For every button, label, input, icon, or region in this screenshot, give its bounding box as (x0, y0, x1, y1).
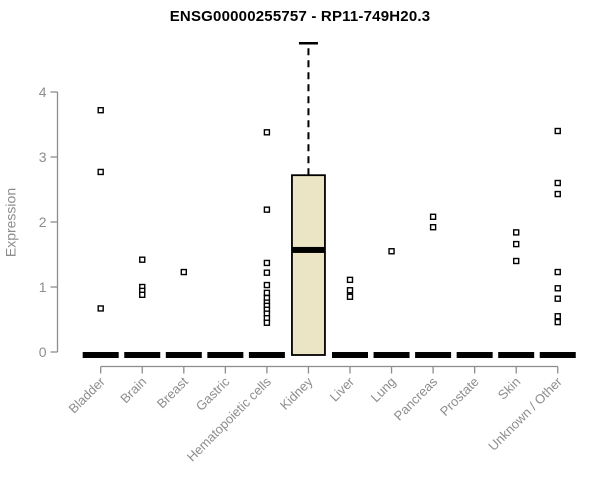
outlier-point (388, 248, 395, 255)
outlier-point (513, 240, 520, 248)
outlier-point (346, 287, 354, 294)
outlier-point (346, 276, 354, 284)
y-tick-label: 3 (39, 149, 47, 165)
y-tick-label: 4 (39, 84, 47, 100)
x-category-label: Brain (117, 374, 149, 406)
box-median-line (291, 246, 325, 253)
x-category-label: Breast (154, 374, 191, 411)
outlier-point (513, 229, 520, 236)
x-category-label: Pancreas (391, 374, 441, 424)
outlier-point (513, 257, 520, 265)
outlier-point (554, 318, 561, 326)
y-tick-label: 1 (39, 279, 47, 295)
collapsed-boxplot-bar (124, 352, 161, 358)
outlier-point (429, 223, 437, 231)
outlier-point (139, 256, 146, 263)
x-category-label: Skin (495, 374, 523, 402)
collapsed-boxplot-bar (82, 352, 119, 358)
x-category-label: Unknown / Other (485, 374, 565, 454)
x-category-label: Liver (327, 374, 358, 405)
x-category-label: Bladder (66, 374, 109, 417)
outlier-point (263, 269, 271, 276)
collapsed-boxplot-bar (539, 352, 576, 358)
outlier-point (263, 259, 271, 267)
chart-title: ENSG00000255757 - RP11-749H20.3 (169, 8, 431, 25)
outlier-point (429, 213, 437, 221)
x-category-label: Lung (368, 374, 399, 405)
x-category-label: Prostate (437, 374, 482, 419)
collapsed-boxplot-bar (248, 352, 285, 358)
outlier-point (263, 129, 271, 136)
x-category-label: Gastric (193, 374, 233, 414)
outlier-point (97, 168, 104, 176)
collapsed-boxplot-bar (207, 352, 244, 358)
outlier-point (263, 281, 271, 289)
collapsed-boxplot-bar (373, 352, 410, 358)
x-category-label: Kidney (277, 374, 316, 413)
outlier-point (554, 313, 561, 320)
outlier-point (554, 179, 561, 187)
outlier-point (263, 289, 271, 297)
outlier-point (97, 106, 104, 114)
outlier-point (554, 190, 561, 198)
y-tick-label: 0 (39, 344, 47, 360)
collapsed-boxplot-bar (456, 352, 493, 358)
outlier-point (263, 319, 271, 326)
collapsed-boxplot-bar (165, 352, 202, 358)
outlier-point (139, 291, 146, 298)
outlier-point (180, 268, 188, 276)
outlier-point (554, 295, 561, 302)
outlier-point (346, 293, 354, 300)
outlier-point (263, 206, 271, 213)
outlier-point (554, 268, 561, 276)
outlier-point (97, 305, 104, 312)
y-tick-label: 2 (39, 214, 47, 230)
box-iqr (291, 174, 326, 356)
collapsed-boxplot-bar (332, 352, 368, 358)
outlier-point (554, 127, 561, 135)
collapsed-boxplot-bar (415, 352, 452, 358)
outlier-point (554, 285, 561, 292)
collapsed-boxplot-bar (498, 352, 535, 358)
